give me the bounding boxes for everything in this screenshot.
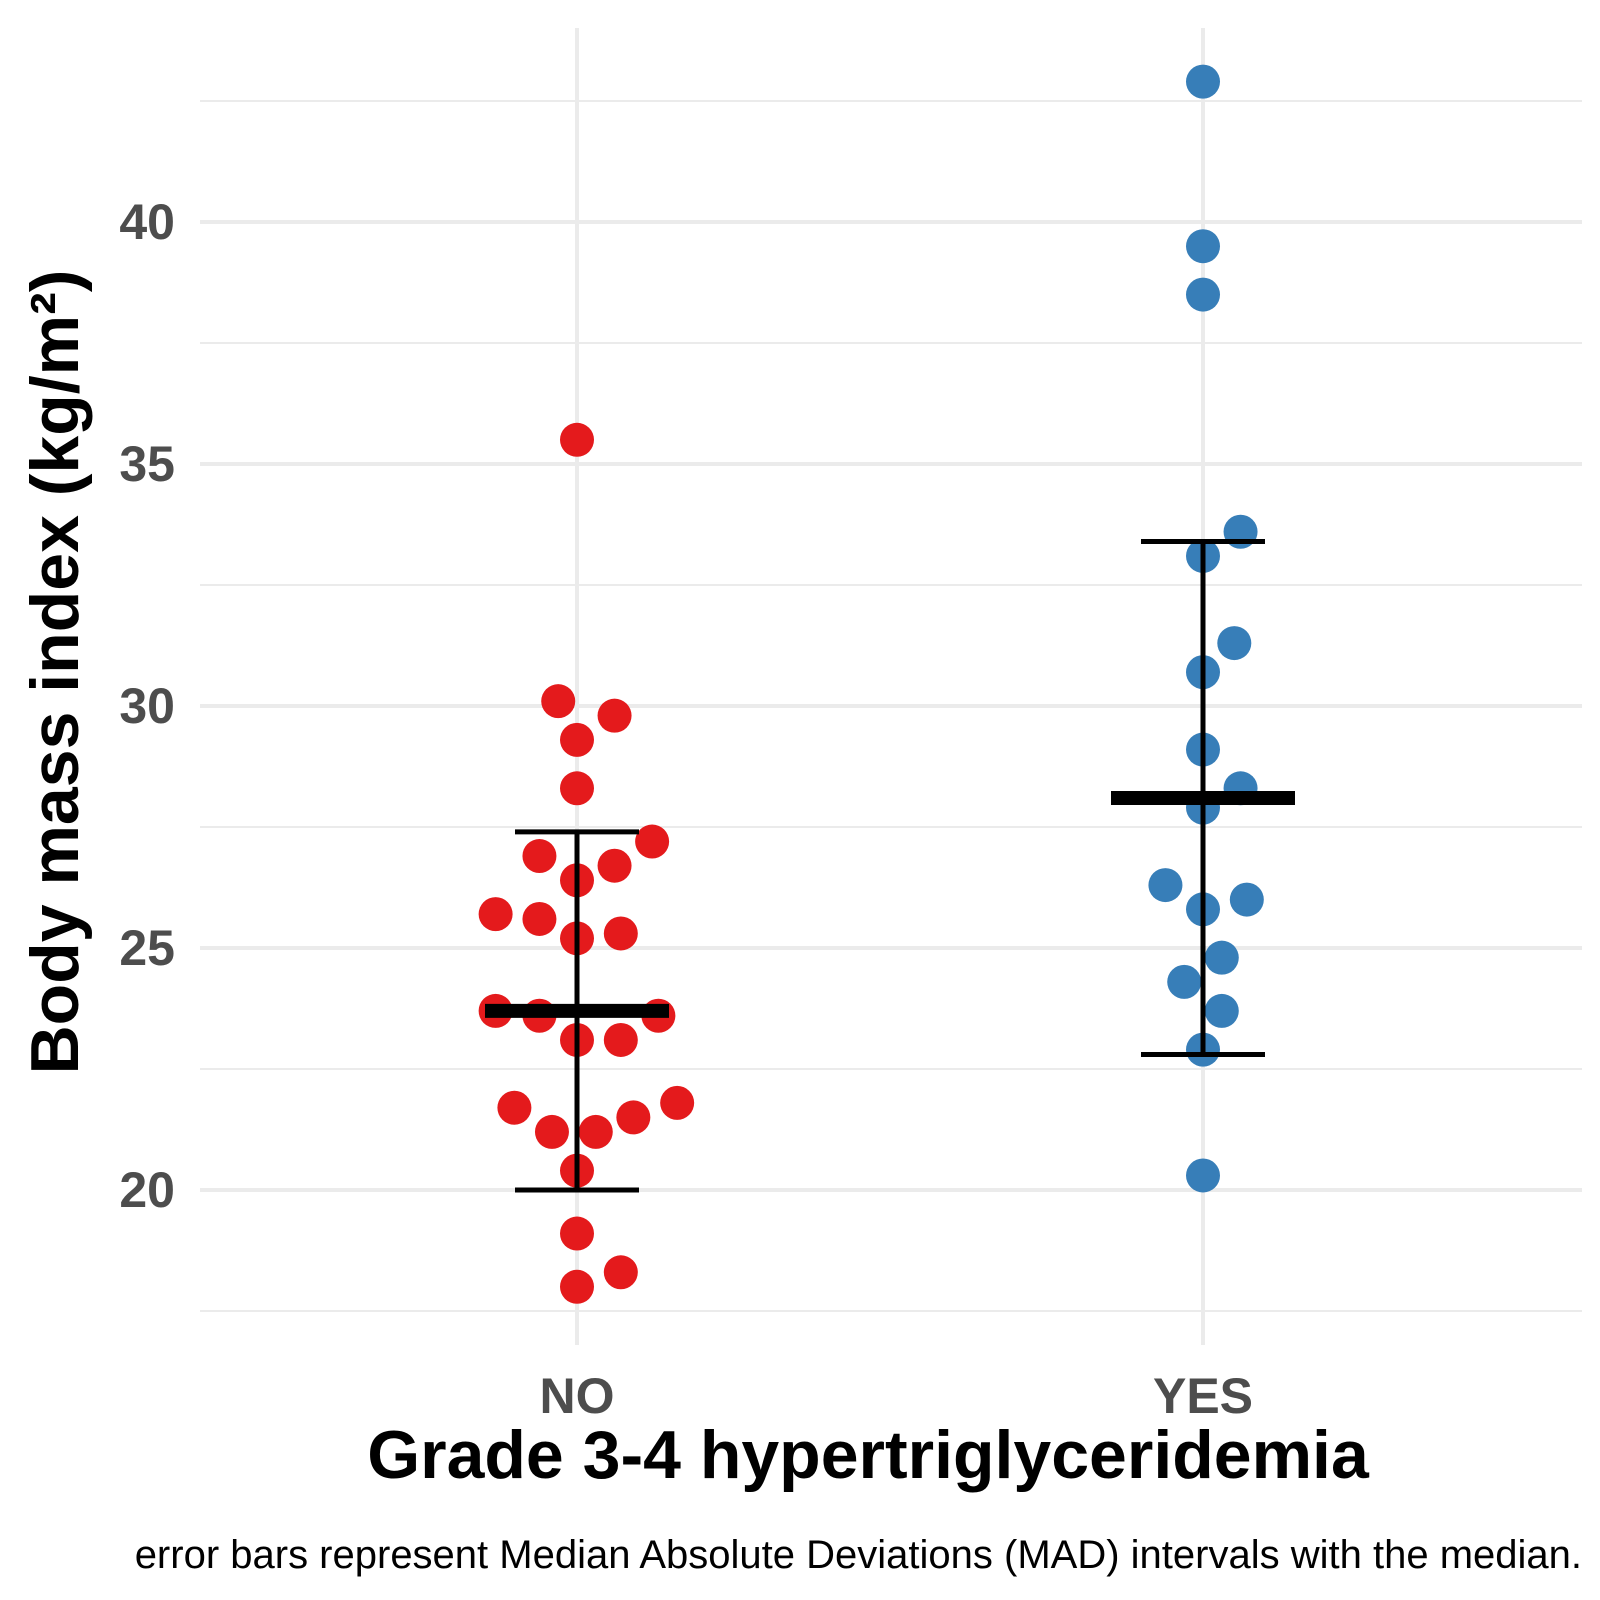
data-point-no	[603, 1255, 638, 1290]
data-point-yes	[1204, 940, 1239, 975]
data-point-yes	[1186, 277, 1220, 312]
error-bars	[485, 538, 1295, 1193]
y-tick-label: 20	[119, 1162, 175, 1218]
data-point-no	[560, 1216, 594, 1251]
data-point-yes	[1217, 626, 1252, 661]
chart-caption: error bars represent Median Absolute Dev…	[135, 1533, 1582, 1577]
y-axis-ticks: 20 25 30 35 40	[119, 194, 175, 1218]
data-point-no	[541, 684, 576, 719]
data-point-no	[597, 698, 632, 733]
data-point-no	[497, 1090, 532, 1125]
x-axis-ticks: NO YES	[540, 1368, 1254, 1424]
data-point-no	[560, 771, 594, 806]
data-point-yes	[1186, 1158, 1220, 1193]
data-point-no	[603, 1022, 638, 1057]
y-axis-title: Body mass index (kg/m²)	[17, 270, 93, 1075]
data-point-no	[603, 916, 638, 951]
data-point-no	[578, 1114, 613, 1149]
data-point-no	[560, 722, 594, 757]
data-point-no	[635, 824, 670, 859]
data-point-yes	[1167, 964, 1202, 999]
data-point-no	[534, 1114, 569, 1149]
x-axis-title: Grade 3-4 hypertriglyceridemia	[367, 1417, 1370, 1493]
data-point-no	[597, 848, 632, 883]
data-point-yes	[1229, 882, 1264, 917]
y-tick-label: 25	[119, 920, 175, 976]
data-points	[478, 64, 1264, 1304]
data-point-no	[478, 897, 513, 932]
y-tick-label: 40	[119, 194, 175, 250]
data-point-no	[522, 901, 557, 936]
y-tick-label: 30	[119, 678, 175, 734]
y-tick-label: 35	[119, 436, 175, 492]
x-tick-label: NO	[540, 1368, 615, 1424]
x-tick-label: YES	[1153, 1368, 1253, 1424]
data-point-yes	[1186, 64, 1220, 99]
data-point-yes	[1148, 868, 1183, 903]
data-point-yes	[1204, 993, 1239, 1028]
data-point-yes	[1186, 229, 1220, 264]
data-point-no	[560, 1269, 594, 1304]
data-point-no	[522, 839, 557, 874]
data-point-no	[560, 422, 594, 457]
grid-lines	[200, 28, 1582, 1345]
data-point-no	[616, 1100, 651, 1135]
data-point-no	[660, 1085, 695, 1120]
